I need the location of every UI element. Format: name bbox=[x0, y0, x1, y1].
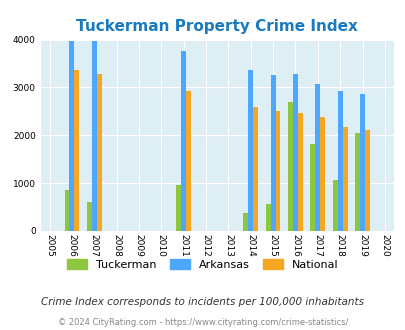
Bar bbox=[359, 94, 364, 231]
Bar bbox=[292, 74, 297, 231]
Bar bbox=[354, 133, 359, 231]
Bar bbox=[92, 41, 96, 231]
Bar bbox=[315, 83, 320, 231]
Bar bbox=[181, 51, 185, 231]
Bar bbox=[342, 127, 347, 231]
Bar bbox=[270, 75, 275, 231]
Bar bbox=[243, 213, 248, 231]
Title: Tuckerman Property Crime Index: Tuckerman Property Crime Index bbox=[76, 19, 357, 34]
Bar bbox=[96, 74, 101, 231]
Bar bbox=[275, 111, 280, 231]
Text: © 2024 CityRating.com - https://www.cityrating.com/crime-statistics/: © 2024 CityRating.com - https://www.city… bbox=[58, 318, 347, 327]
Bar bbox=[87, 202, 92, 231]
Bar bbox=[297, 113, 302, 231]
Bar bbox=[332, 180, 337, 231]
Bar bbox=[69, 41, 74, 231]
Bar bbox=[337, 91, 342, 231]
Bar bbox=[265, 204, 270, 231]
Bar bbox=[64, 190, 69, 231]
Legend: Tuckerman, Arkansas, National: Tuckerman, Arkansas, National bbox=[64, 256, 341, 273]
Bar bbox=[310, 144, 315, 231]
Bar bbox=[364, 130, 369, 231]
Bar bbox=[288, 102, 292, 231]
Bar bbox=[185, 91, 191, 231]
Text: Crime Index corresponds to incidents per 100,000 inhabitants: Crime Index corresponds to incidents per… bbox=[41, 297, 364, 307]
Bar bbox=[176, 185, 181, 231]
Bar bbox=[248, 70, 253, 231]
Bar bbox=[320, 117, 324, 231]
Bar bbox=[253, 107, 258, 231]
Bar bbox=[74, 70, 79, 231]
